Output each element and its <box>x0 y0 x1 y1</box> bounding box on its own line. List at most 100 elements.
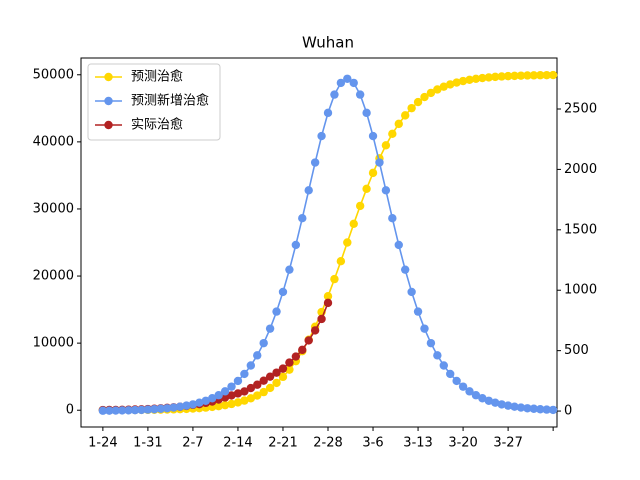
y2-tick-label: 2500 <box>564 101 597 116</box>
x-tick-label: 2-7 <box>182 436 203 451</box>
legend-marker <box>104 96 113 106</box>
data-point <box>150 405 159 414</box>
data-point <box>548 70 558 80</box>
data-point <box>446 80 455 89</box>
data-point <box>265 383 275 393</box>
data-point <box>278 364 288 373</box>
data-point <box>240 387 249 396</box>
data-point <box>355 201 365 211</box>
data-point <box>227 382 236 391</box>
y2-tick-label: 0 <box>564 404 572 419</box>
data-point <box>285 265 294 274</box>
data-point <box>381 186 391 195</box>
data-point <box>143 405 153 414</box>
data-point <box>330 274 339 284</box>
data-point <box>253 351 262 360</box>
data-point <box>259 387 268 397</box>
legend-label: 实际治愈 <box>131 118 183 133</box>
data-point <box>510 402 519 411</box>
y2-tick-label: 500 <box>564 343 589 358</box>
data-point <box>458 382 468 391</box>
x-tick-label: 3-6 <box>362 436 383 451</box>
data-point <box>227 399 236 409</box>
data-point <box>208 394 217 403</box>
data-point <box>542 70 551 80</box>
data-point <box>503 71 513 81</box>
data-point <box>285 365 294 374</box>
data-point <box>317 314 326 324</box>
data-point <box>317 131 326 141</box>
data-point <box>407 103 416 113</box>
data-point <box>291 240 301 250</box>
data-point <box>227 391 236 400</box>
data-point <box>368 168 378 178</box>
data-point <box>497 400 506 409</box>
data-point <box>388 214 397 223</box>
data-point <box>298 214 307 223</box>
data-point <box>478 394 487 403</box>
data-point <box>304 336 313 345</box>
data-point <box>491 72 500 82</box>
data-point <box>240 396 249 405</box>
data-point <box>510 71 519 81</box>
data-point <box>368 131 378 141</box>
data-point <box>542 405 551 414</box>
data-point <box>394 119 403 129</box>
data-point <box>355 90 365 99</box>
data-point <box>195 398 204 407</box>
data-point <box>214 401 223 411</box>
y-tick-label: 0 <box>66 403 74 418</box>
x-tick-label: 2-28 <box>313 436 343 451</box>
data-point <box>407 287 416 297</box>
data-point <box>246 383 256 393</box>
data-point <box>214 391 223 400</box>
data-point <box>503 401 513 410</box>
data-point <box>117 406 127 415</box>
data-point <box>124 406 133 415</box>
data-point <box>233 376 243 386</box>
data-point <box>188 400 198 409</box>
data-point <box>400 111 410 120</box>
data-point <box>220 393 230 402</box>
data-point <box>478 73 487 83</box>
data-point <box>304 186 313 195</box>
data-point <box>433 85 442 94</box>
legend-marker <box>104 72 113 82</box>
y-tick-label: 10000 <box>33 336 74 351</box>
data-point <box>523 71 532 80</box>
x-tick-label: 3-13 <box>403 436 433 451</box>
axes-frame <box>80 57 558 428</box>
data-point <box>381 141 391 150</box>
x-tick-label: 2-14 <box>223 436 253 451</box>
data-point <box>413 97 423 107</box>
data-point <box>278 287 288 297</box>
data-point <box>484 73 494 82</box>
data-point <box>323 292 333 301</box>
y2-tick-label: 2000 <box>564 162 597 177</box>
x-tick-label: 3-20 <box>448 436 478 451</box>
data-point <box>465 387 474 396</box>
data-point <box>130 405 140 415</box>
data-point <box>343 74 352 83</box>
data-point <box>253 391 262 400</box>
data-point <box>298 345 307 355</box>
data-point <box>433 351 442 360</box>
data-point <box>471 391 481 400</box>
data-point <box>285 358 294 367</box>
data-point <box>137 405 146 415</box>
data-point <box>246 361 256 370</box>
data-point <box>272 368 281 377</box>
data-point <box>291 352 301 361</box>
x-tick-label: 2-21 <box>268 436 298 451</box>
data-point <box>233 398 243 407</box>
data-point <box>336 78 346 88</box>
y2-tick-label: 1000 <box>564 283 597 298</box>
legend-label: 预测治愈 <box>131 70 183 85</box>
data-point <box>105 406 114 415</box>
data-point <box>439 82 448 91</box>
data-point <box>349 219 358 229</box>
data-point <box>471 74 481 84</box>
data-point <box>362 184 371 193</box>
data-point <box>343 238 352 247</box>
data-point <box>375 158 384 167</box>
